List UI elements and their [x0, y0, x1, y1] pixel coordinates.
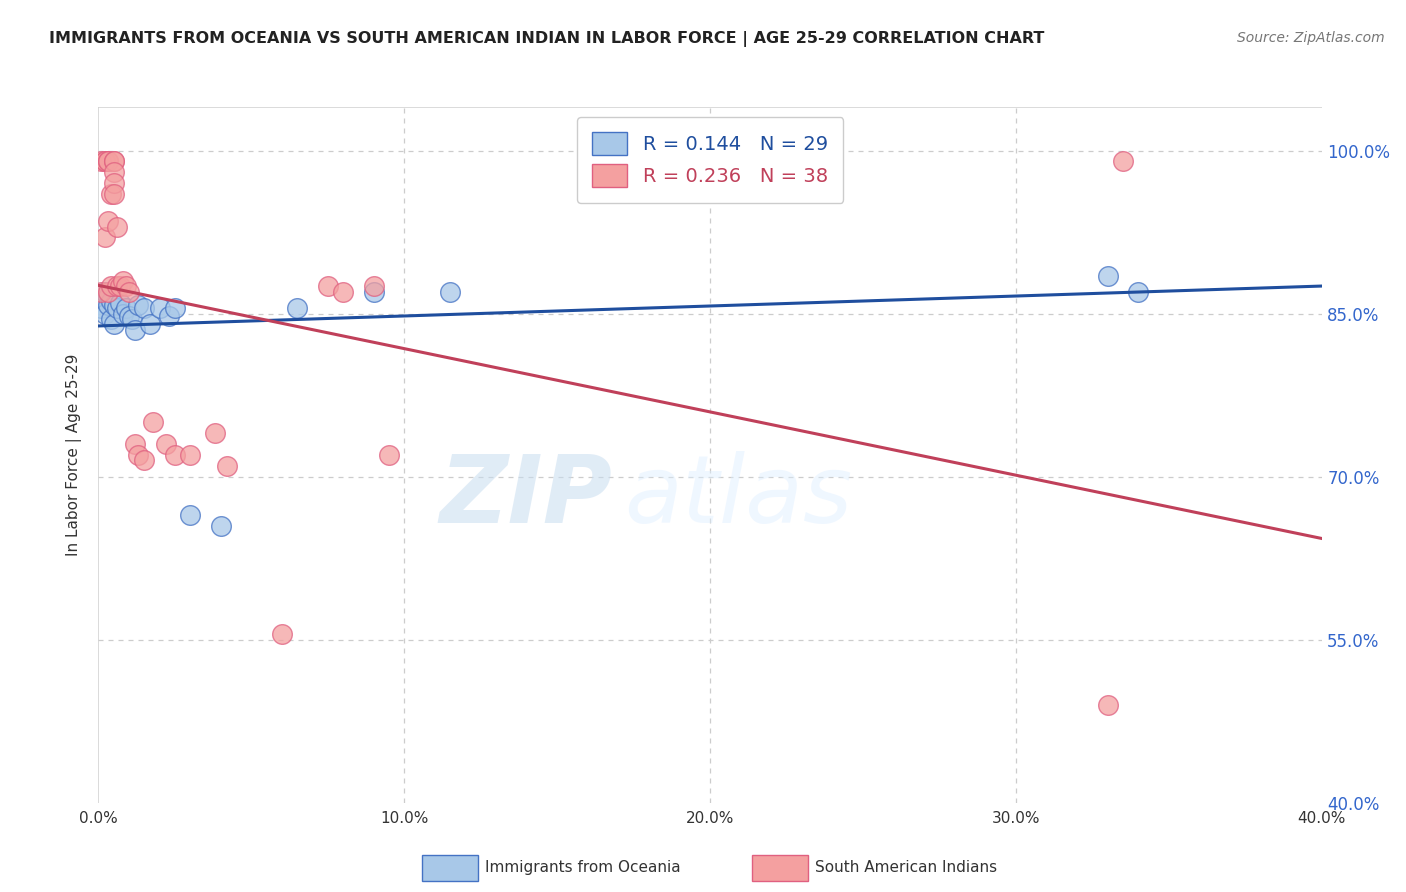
Point: [121, 312, 143, 326]
Point: [118, 309, 141, 323]
Point: [439, 285, 461, 299]
Point: [93, 285, 115, 299]
Point: [127, 298, 149, 312]
Text: atlas: atlas: [624, 451, 852, 542]
Point: [179, 448, 201, 462]
Point: [118, 285, 141, 299]
Point: [124, 437, 146, 451]
Point: [155, 437, 177, 451]
Point: [103, 318, 125, 332]
Point: [209, 518, 232, 533]
Point: [105, 301, 128, 315]
Point: [100, 293, 122, 308]
Point: [90, 301, 112, 315]
Point: [97, 154, 120, 169]
Point: [97, 214, 120, 228]
Point: [1112, 154, 1135, 169]
Point: [90, 154, 112, 169]
Point: [1128, 285, 1150, 299]
Point: [111, 274, 134, 288]
Point: [142, 415, 165, 429]
Point: [93, 154, 115, 169]
Point: [378, 448, 401, 462]
Point: [215, 458, 238, 473]
Point: [139, 318, 162, 332]
Point: [108, 279, 131, 293]
Point: [97, 290, 120, 304]
Point: [163, 301, 186, 315]
Point: [363, 279, 385, 293]
Point: [270, 627, 292, 641]
Text: Immigrants from Oceania: Immigrants from Oceania: [485, 861, 681, 875]
Point: [111, 307, 134, 321]
Point: [90, 285, 112, 299]
Legend: R = 0.144   N = 29, R = 0.236   N = 38: R = 0.144 N = 29, R = 0.236 N = 38: [576, 117, 844, 202]
Text: IMMIGRANTS FROM OCEANIA VS SOUTH AMERICAN INDIAN IN LABOR FORCE | AGE 25-29 CORR: IMMIGRANTS FROM OCEANIA VS SOUTH AMERICA…: [49, 31, 1045, 47]
Point: [103, 187, 125, 202]
Point: [1097, 698, 1119, 712]
Point: [285, 301, 308, 315]
Point: [100, 312, 122, 326]
Point: [105, 219, 128, 234]
Point: [157, 309, 180, 323]
Point: [93, 230, 115, 244]
Point: [103, 154, 125, 169]
Text: Source: ZipAtlas.com: Source: ZipAtlas.com: [1237, 31, 1385, 45]
Point: [103, 298, 125, 312]
Point: [108, 295, 131, 310]
Point: [149, 301, 172, 315]
Point: [97, 154, 120, 169]
Point: [316, 279, 339, 293]
Point: [204, 426, 226, 441]
Point: [103, 154, 125, 169]
Point: [332, 285, 354, 299]
Point: [127, 448, 149, 462]
Text: ZIP: ZIP: [439, 450, 612, 542]
Point: [100, 187, 122, 202]
Y-axis label: In Labor Force | Age 25-29: In Labor Force | Age 25-29: [66, 354, 83, 556]
Point: [97, 285, 120, 299]
Point: [97, 298, 120, 312]
Point: [105, 279, 128, 293]
Point: [93, 307, 115, 321]
Point: [93, 154, 115, 169]
Point: [103, 176, 125, 190]
Point: [124, 323, 146, 337]
Point: [1097, 268, 1119, 283]
Text: South American Indians: South American Indians: [815, 861, 998, 875]
Point: [134, 453, 156, 467]
Point: [103, 165, 125, 179]
Point: [363, 285, 385, 299]
Point: [134, 301, 156, 315]
Point: [179, 508, 201, 522]
Point: [115, 279, 138, 293]
Point: [163, 448, 186, 462]
Point: [100, 279, 122, 293]
Point: [115, 301, 138, 315]
